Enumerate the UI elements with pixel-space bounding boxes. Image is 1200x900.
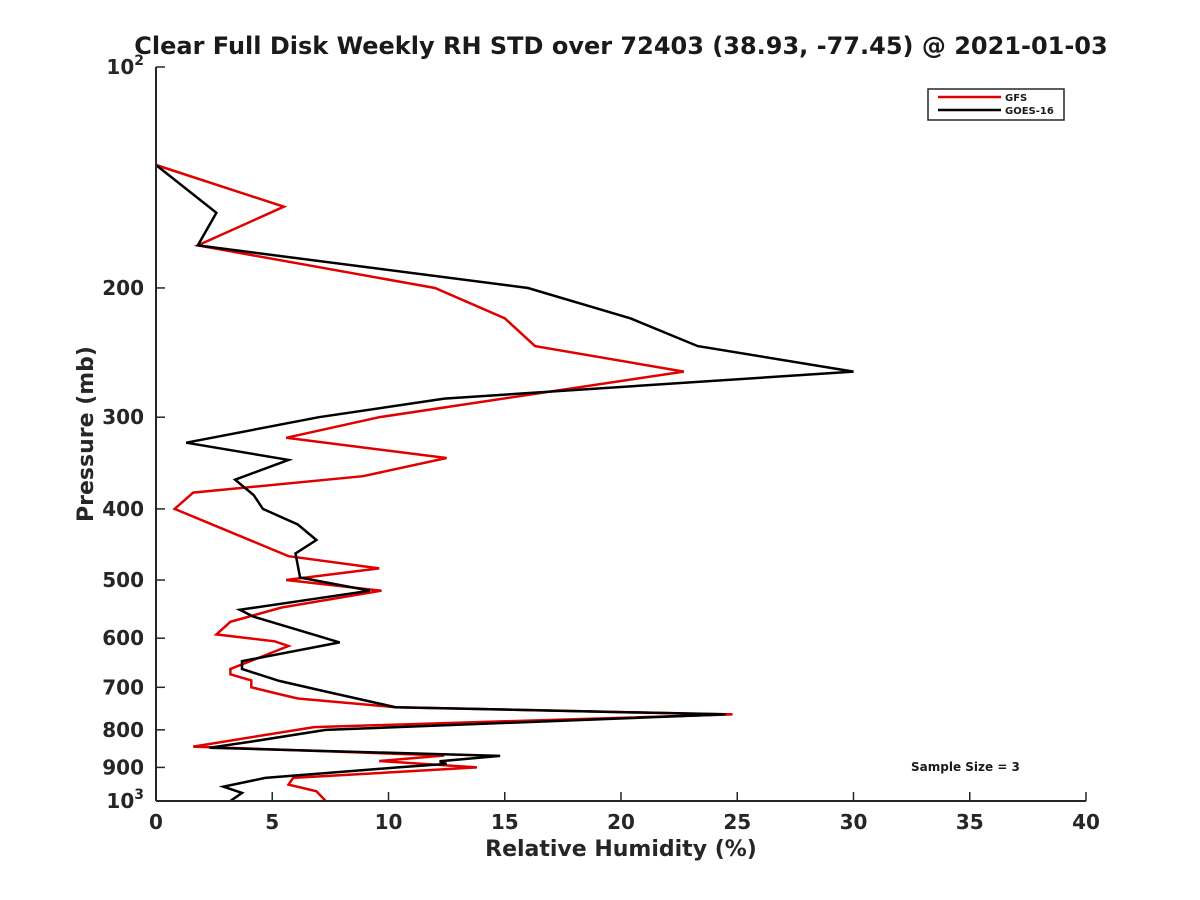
y-tick-label: 700 (102, 675, 144, 699)
y-tick-label: 800 (102, 718, 144, 742)
y-tick-label: 103 (106, 787, 144, 813)
x-axis-label: Relative Humidity (%) (485, 837, 757, 862)
x-tick-label: 30 (840, 810, 868, 834)
x-tick-label: 35 (956, 810, 984, 834)
x-tick-label: 10 (375, 810, 403, 834)
y-tick-label: 102 (106, 53, 144, 79)
y-tick-label: 400 (102, 497, 144, 521)
legend-box (927, 88, 1065, 121)
y-tick-label: 300 (102, 405, 144, 429)
y-tick-label: 500 (102, 568, 144, 592)
x-axis-ticks: 0 5 10 15 20 25 30 35 40 (149, 792, 1100, 834)
series-line-goes16 (155, 164, 854, 803)
y-tick-exponent: 3 (134, 787, 144, 803)
legend-label-gfs: GFS (1005, 93, 1027, 104)
x-tick-label: 0 (149, 810, 163, 834)
legend-label-goes16: GOES-16 (1005, 106, 1054, 117)
x-tick-label: 15 (491, 810, 519, 834)
y-tick-label: 900 (102, 755, 144, 779)
plot-area: 0 5 10 15 20 25 30 35 40 10220030040050060070080… (102, 53, 1100, 834)
x-tick-label: 20 (607, 810, 635, 834)
y-tick-base: 10 (106, 789, 134, 813)
legend: GFS GOES-16 (927, 88, 1065, 121)
x-tick-label: 25 (723, 810, 751, 834)
chart-title: Clear Full Disk Weekly RH STD over 72403… (134, 32, 1107, 60)
series-layer (155, 163, 854, 803)
y-tick-label: 600 (102, 626, 144, 650)
x-tick-label: 5 (265, 810, 279, 834)
y-tick-base: 10 (106, 55, 134, 79)
sample-size-annotation: Sample Size = 3 (911, 760, 1020, 774)
y-tick-exponent: 2 (134, 53, 144, 69)
y-axis-label: Pressure (mb) (74, 346, 99, 522)
y-tick-label: 200 (102, 276, 144, 300)
x-tick-label: 40 (1072, 810, 1100, 834)
